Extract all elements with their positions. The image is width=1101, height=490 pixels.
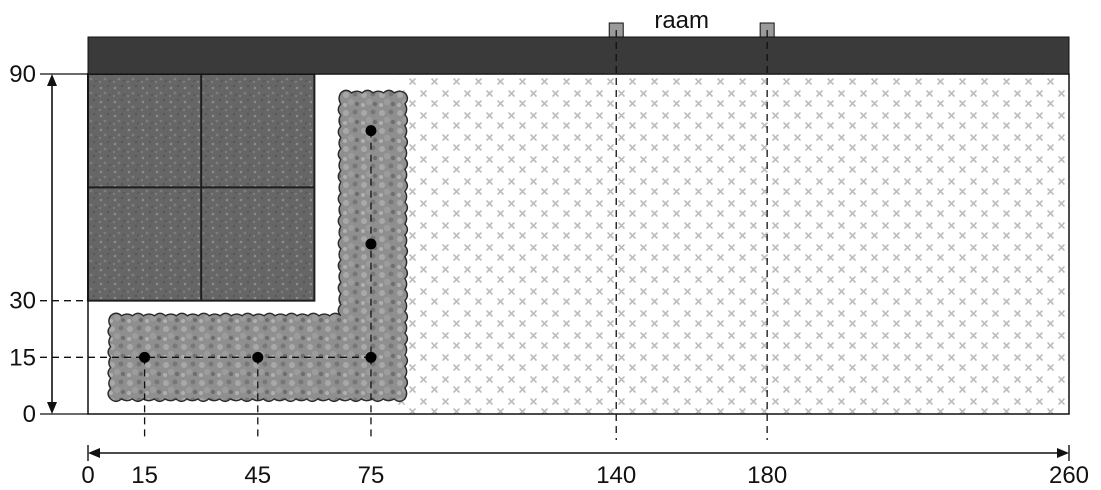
dashed-guides [40, 30, 768, 440]
hedge-point [365, 238, 377, 250]
y-axis-arrow-bottom [47, 402, 57, 414]
x-tick-label: 15 [131, 462, 158, 489]
dimension-axes: 0 15 45 75 140 180 260 0 15 30 90 [9, 61, 1089, 489]
hedge-points [139, 125, 377, 363]
x-tick-label: 45 [244, 462, 271, 489]
x-tick-label: 180 [747, 462, 787, 489]
hedge [107, 89, 409, 403]
y-tick-label: 90 [9, 61, 36, 88]
hedge-outline [107, 89, 409, 403]
window-label: raam [654, 7, 709, 34]
x-axis-arrow-left [88, 448, 100, 458]
house-wall [87, 36, 1070, 75]
y-tick-label: 30 [9, 288, 36, 315]
hedge-point [252, 351, 264, 363]
x-axis-arrow-right [1057, 448, 1069, 458]
y-tick-label: 0 [23, 401, 36, 428]
hedge-point [365, 125, 377, 137]
hedge-point [139, 351, 151, 363]
paving-tiles [87, 73, 316, 302]
hedge-point [365, 351, 377, 363]
x-tick-label: 75 [358, 462, 385, 489]
x-tick-label: 0 [81, 462, 94, 489]
x-tick-label: 260 [1049, 462, 1089, 489]
y-axis-arrow-top [47, 74, 57, 86]
plan-group: 0 15 45 75 140 180 260 0 15 30 90 [9, 22, 1089, 489]
x-tick-label: 140 [596, 462, 636, 489]
y-tick-label: 15 [9, 344, 36, 371]
